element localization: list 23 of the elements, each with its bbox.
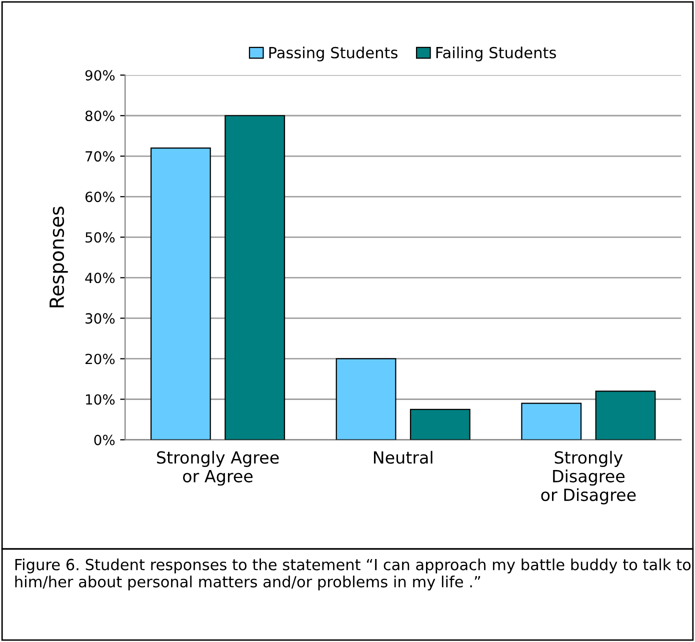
y-tick-label: 60% <box>85 192 115 202</box>
y-tick-label: 20% <box>86 354 115 364</box>
y-tick-label: 90% <box>85 70 115 81</box>
bar <box>336 358 396 440</box>
y-tick-label: 10% <box>86 394 115 405</box>
bar <box>410 408 470 440</box>
x-tick-label: Strongly Agree or Agree <box>157 450 279 486</box>
y-tick-label: 40% <box>85 272 115 284</box>
bar <box>150 147 211 440</box>
y-tick-label: 30% <box>86 313 115 324</box>
caption: Figure 6. Student responses to the statement “I can approach my battle buddy to talk to him/her about personal matters and/or problems in my life .” <box>15 558 691 590</box>
x-tick-label: Neutral <box>374 450 432 464</box>
bar <box>224 115 286 440</box>
legend-label: Passing Students <box>269 46 398 62</box>
x-tick-label: Strongly Disagree or Disagree <box>541 450 636 504</box>
bar <box>521 402 582 440</box>
bar <box>595 390 656 440</box>
y-tick-label: 80% <box>85 110 115 122</box>
legend-label: Failing Students <box>436 46 556 62</box>
y-tick-label: 50% <box>86 232 115 243</box>
y-axis-title: Responses <box>50 206 68 308</box>
y-tick-label: 70% <box>86 151 115 162</box>
y-tick-label: 0% <box>94 434 115 446</box>
